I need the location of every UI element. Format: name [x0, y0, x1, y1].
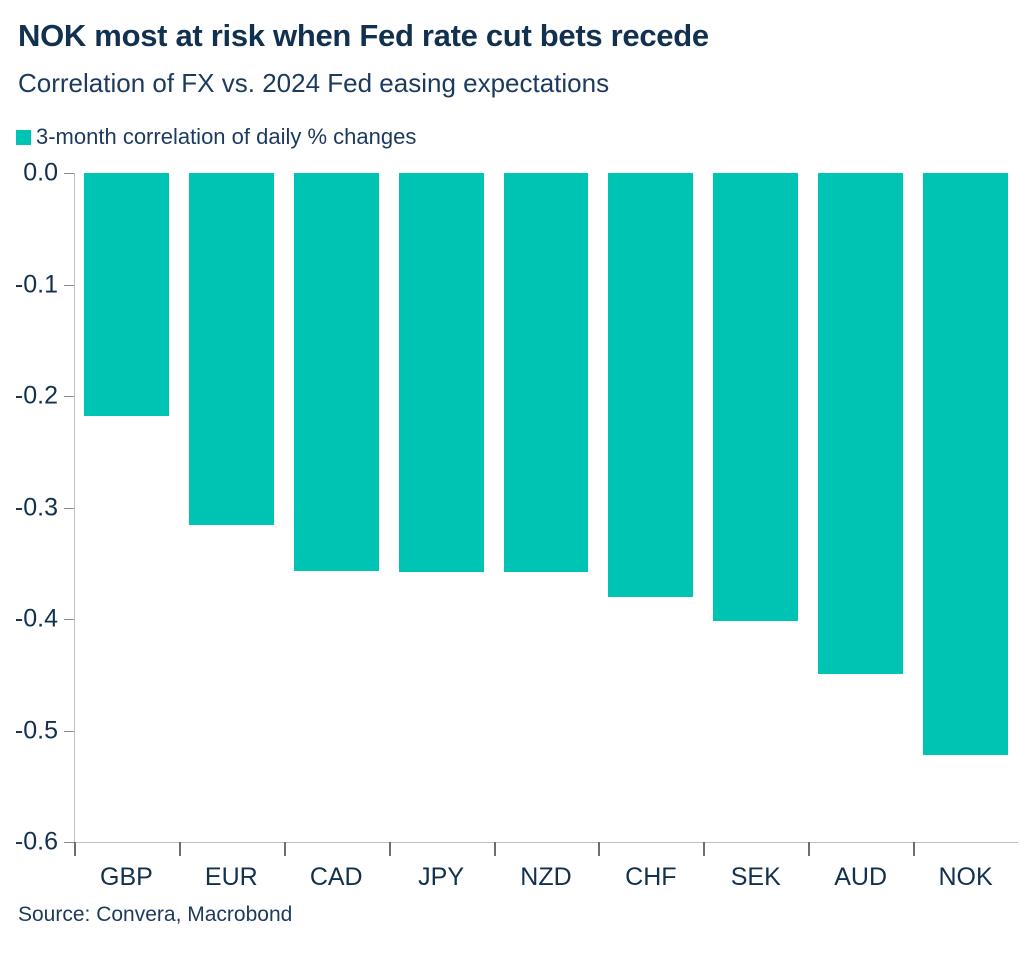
bar-chf[interactable] [608, 173, 694, 597]
y-axis-label: -0.5 [14, 716, 58, 744]
bar-eur[interactable] [188, 173, 274, 526]
x-axis-tick [388, 842, 391, 856]
bar-aud[interactable] [818, 173, 904, 674]
x-axis-tick [913, 842, 916, 856]
y-axis-label: -0.3 [14, 493, 58, 521]
x-axis-label-nok: NOK [938, 863, 993, 891]
y-axis-label: -0.4 [14, 604, 58, 633]
x-axis-tick [598, 842, 601, 856]
y-axis-label: 0.0 [23, 158, 58, 187]
plot-area: 0.0 -0.1 -0.2 -0.3 -0.4 -0.5 -0.6 GBP EUR CAD JPY N… [15, 159, 1018, 891]
y-axis-line [74, 173, 75, 842]
bar-cad[interactable] [293, 173, 379, 572]
y-axis-label: -0.1 [14, 270, 58, 298]
chart-legend: 3-month correlation of daily % changes [16, 126, 416, 148]
chart-title: NOK most at risk when Fed rate cut bets … [18, 18, 709, 53]
bar-nok[interactable] [923, 173, 1009, 756]
source-note: Source: Convera, Macrobond [18, 903, 293, 926]
x-axis-label-jpy: JPY [418, 863, 465, 891]
x-axis-label-nzd: NZD [520, 863, 572, 891]
x-axis-label-sek: SEK [730, 863, 781, 891]
x-axis-label-gbp: GBP [100, 863, 153, 891]
y-axis-tick [64, 730, 74, 732]
legend-label: 3-month correlation of daily % changes [36, 124, 417, 149]
x-axis-tick [283, 842, 286, 856]
y-axis-label: -0.2 [14, 381, 58, 410]
y-axis-tick [64, 842, 74, 843]
bar-sek[interactable] [713, 173, 799, 622]
y-axis-tick [64, 173, 74, 174]
x-axis-tick [493, 842, 496, 856]
x-axis-label-cad: CAD [309, 863, 363, 891]
y-axis-label: -0.6 [14, 827, 58, 856]
x-axis-tick [808, 842, 811, 856]
x-axis-label-aud: AUD [834, 863, 888, 891]
chart-subtitle: Correlation of FX vs. 2024 Fed easing ex… [18, 68, 610, 98]
x-axis-tick [178, 842, 181, 856]
x-axis-label-chf: CHF [625, 863, 677, 891]
bar-gbp[interactable] [83, 173, 169, 417]
x-axis-label-eur: EUR [204, 863, 258, 891]
y-axis-tick [64, 396, 74, 397]
x-axis-line [74, 842, 1018, 843]
x-axis-tick [703, 842, 706, 856]
bar-jpy[interactable] [398, 173, 484, 573]
y-axis-tick [64, 507, 74, 509]
y-axis-tick [64, 619, 74, 620]
legend-swatch-icon [16, 129, 31, 145]
y-axis-tick [64, 284, 74, 286]
x-axis-tick [74, 842, 76, 856]
bar-nzd[interactable] [503, 173, 589, 573]
